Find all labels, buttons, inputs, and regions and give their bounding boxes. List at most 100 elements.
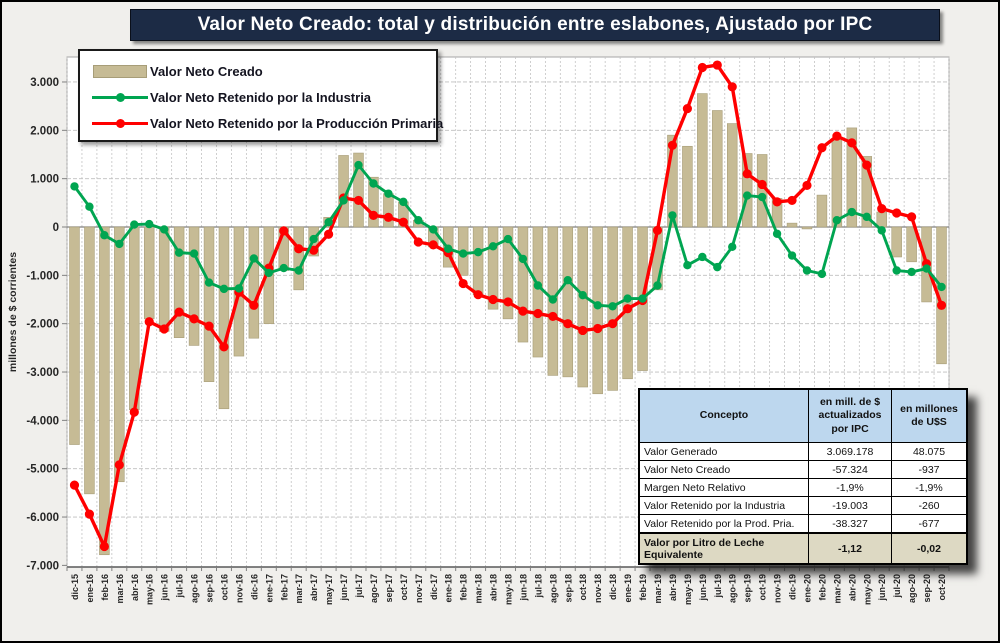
value-cell: -19.003 — [808, 496, 892, 515]
x-axis-label: abr-19 — [668, 574, 678, 601]
serie-produccion-primaria-point — [488, 294, 498, 305]
bar-valor-neto-creado — [682, 145, 693, 228]
serie-produccion-primaria-point — [383, 212, 394, 222]
bar-valor-neto-creado — [592, 226, 603, 395]
bar-valor-neto-creado — [487, 226, 499, 310]
serie-industria-point — [862, 212, 871, 222]
bar-valor-neto-creado — [173, 226, 185, 338]
value-cell: -677 — [891, 514, 968, 534]
serie-industria-point — [219, 284, 229, 294]
bar-valor-neto-creado — [218, 226, 230, 410]
serie-produccion-primaria-point — [279, 226, 289, 236]
x-axis-label: sep-18 — [563, 574, 573, 603]
summary-table: Concepto en mill. de $ actualizados por I… — [638, 388, 968, 565]
bar-valor-neto-creado — [114, 226, 125, 483]
chart-title: Valor Neto Creado: total y distribución … — [130, 9, 940, 41]
concepto-cell: Margen Neto Relativo — [638, 478, 809, 497]
bar-valor-neto-creado — [158, 226, 170, 332]
value-cell: -1,9% — [808, 478, 892, 497]
serie-produccion-primaria-point — [548, 311, 558, 322]
serie-industria-point — [787, 251, 797, 260]
serie-produccion-primaria-point — [578, 325, 588, 336]
serie-produccion-primaria-point — [772, 197, 782, 207]
serie-industria-point — [204, 278, 214, 287]
x-axis-label: dic-19 — [788, 574, 798, 600]
bar-valor-neto-creado — [622, 226, 633, 380]
serie-industria-point — [548, 295, 558, 304]
serie-industria-point — [578, 290, 587, 300]
serie-industria-point — [922, 264, 931, 273]
serie-industria-point — [309, 234, 318, 244]
serie-produccion-primaria-point — [608, 319, 618, 329]
serie-produccion-primaria-point — [907, 212, 917, 222]
serie-industria-point — [802, 266, 812, 275]
serie-industria-point — [488, 242, 498, 251]
concepto-cell: Valor Retenido por la Industria — [638, 496, 809, 515]
x-axis-label: abr-18 — [489, 574, 499, 601]
serie-industria-point — [324, 217, 333, 227]
bar-valor-neto-creado — [69, 226, 80, 445]
x-axis-label: ene-17 — [264, 574, 274, 603]
bar-valor-neto-creado — [727, 123, 738, 228]
bar-valor-neto-creado — [383, 193, 394, 228]
x-axis-label: mar-16 — [115, 574, 125, 604]
x-axis-label: sep-16 — [205, 574, 215, 603]
value-cell: -937 — [891, 460, 968, 479]
value-cell: 3.069.178 — [808, 442, 892, 461]
serie-industria-point — [279, 263, 288, 273]
value-cell: -0,02 — [891, 532, 968, 565]
x-axis-label: jul-17 — [354, 574, 364, 599]
serie-industria-point — [100, 231, 109, 240]
value-cell: -57.324 — [808, 460, 892, 479]
serie-industria-point — [234, 284, 244, 293]
bar-valor-neto-creado — [99, 226, 110, 556]
bar-valor-neto-creado — [532, 226, 544, 358]
serie-produccion-primaria-point — [727, 82, 737, 92]
serie-produccion-primaria-point — [622, 304, 633, 314]
bar-valor-neto-creado — [577, 226, 588, 388]
x-axis-label: ago-19 — [728, 574, 738, 603]
serie-produccion-primaria-point — [667, 140, 678, 150]
legend-item: Valor Neto Retenido por la Industria — [92, 84, 436, 110]
serie-produccion-primaria-point — [697, 62, 707, 73]
table-header-cell: en mill. de $ actualizados por IPC — [808, 388, 892, 443]
serie-industria-point — [728, 242, 737, 252]
legend-label: Valor Neto Retenido por la Producción Pr… — [150, 115, 444, 131]
serie-produccion-primaria-point — [802, 180, 812, 191]
x-axis-label: ene-16 — [85, 574, 95, 603]
x-axis-label: nov-19 — [773, 574, 783, 603]
x-axis-label: feb-18 — [459, 574, 469, 601]
serie-industria-point — [937, 282, 946, 292]
bar-valor-neto-creado — [786, 222, 798, 228]
serie-produccion-primaria-point — [428, 240, 438, 250]
serie-industria-point — [130, 220, 139, 229]
bar-valor-neto-creado — [248, 226, 260, 339]
serie-produccion-primaria-point — [518, 306, 528, 316]
serie-produccion-primaria-point — [757, 179, 767, 190]
x-axis-label: dic-16 — [249, 574, 259, 600]
x-axis-label: dic-15 — [70, 574, 80, 600]
serie-produccion-primaria-point — [533, 308, 543, 319]
bar-valor-neto-creado — [712, 110, 723, 228]
serie-industria-point — [668, 211, 677, 220]
y-axis-label: -6.000 — [26, 512, 59, 524]
serie-produccion-primaria-point — [189, 314, 199, 324]
x-axis-label: ago-18 — [548, 574, 558, 603]
serie-produccion-primaria-point — [682, 103, 692, 114]
x-axis-label: nov-17 — [414, 574, 424, 603]
table-header-cell: en millones de U$S — [891, 388, 968, 443]
bar-valor-neto-creado — [697, 93, 708, 228]
serie-produccion-primaria-point — [413, 237, 423, 247]
bar-valor-neto-creado — [801, 226, 813, 230]
serie-industria-point — [757, 192, 767, 202]
legend-label: Valor Neto Creado — [150, 63, 263, 79]
legend-label: Valor Neto Retenido por la Industria — [150, 89, 372, 105]
serie-industria-point — [892, 266, 901, 275]
serie-industria-point — [742, 191, 752, 200]
table-row: Valor Neto Creado -57.324 -937 — [638, 460, 968, 479]
y-axis-label: 2.000 — [30, 125, 59, 137]
serie-industria-point — [907, 267, 916, 277]
y-axis-label: -1.000 — [26, 270, 59, 282]
serie-industria-point — [70, 182, 79, 191]
